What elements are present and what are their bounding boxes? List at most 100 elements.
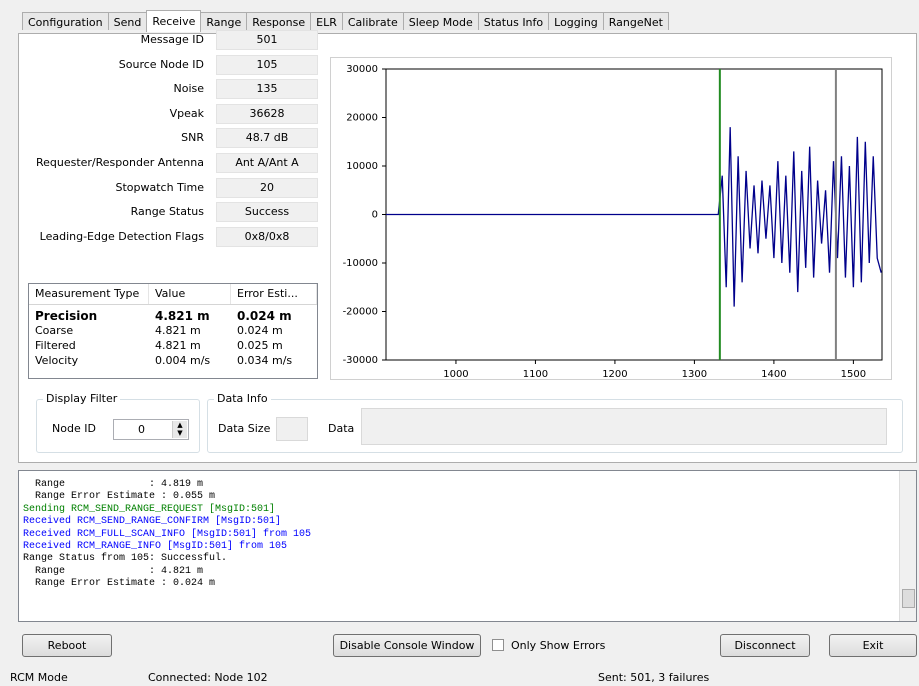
tab[interactable]: Status Info	[477, 12, 550, 30]
field-value: 135	[216, 79, 318, 100]
tab[interactable]: Sleep Mode	[402, 12, 479, 30]
console-line: Range Error Estimate : 0.055 m	[23, 491, 216, 503]
tab[interactable]: RangeNet	[602, 12, 669, 30]
console-line: Received RCM_SEND_RANGE_CONFIRM [MsgID:5…	[23, 516, 282, 528]
table-cell: Precision	[35, 309, 98, 323]
chart-frame: -30000 -20000 -10000 0 10000 20000 30000 1000 11…	[330, 57, 892, 380]
table-cell: Velocity	[35, 354, 79, 367]
field-label: Noise	[173, 82, 204, 96]
reboot-button[interactable]: Reboot	[22, 634, 112, 657]
table-row: Velocity 0.004 m/s 0.034 m/s	[29, 354, 317, 369]
y-tick-label: -20000	[343, 307, 378, 318]
table-cell: 4.821 m	[155, 309, 210, 323]
node-id-spinner[interactable]: 0 ▲ ▼	[113, 419, 189, 440]
x-tick-label: 1300	[682, 369, 707, 379]
exit-button[interactable]: Exit	[829, 634, 917, 657]
table-row: Precision 4.821 m 0.024 m	[29, 309, 317, 324]
table-cell: 0.024 m	[237, 309, 292, 323]
column-header: Measurement Type	[29, 284, 149, 304]
status-connected: Connected: Node 102	[148, 671, 268, 684]
field-label: Requester/Responder Antenna	[35, 156, 204, 169]
table-cell: 0.024 m	[237, 324, 283, 337]
data-box	[361, 408, 887, 445]
x-tick-label: 1500	[841, 369, 866, 379]
disconnect-button[interactable]: Disconnect	[720, 634, 810, 657]
tab[interactable]: Logging	[548, 12, 604, 30]
tab[interactable]: Configuration	[22, 12, 109, 30]
status-sent: Sent: 501, 3 failures	[598, 671, 710, 684]
spin-buttons[interactable]: ▲ ▼	[172, 421, 187, 438]
console-button[interactable]: Disable Console Window	[333, 634, 481, 657]
console-line: Range Error Estimate : 0.024 m	[23, 578, 216, 590]
chart: -30000 -20000 -10000 0 10000 20000 30000 1000 11…	[343, 64, 883, 380]
status-mode: RCM Mode	[10, 671, 68, 684]
field-label: Stopwatch Time	[115, 180, 205, 194]
tab[interactable]: Send	[107, 12, 148, 30]
data-size-label: Data Size	[218, 422, 271, 435]
display-filter-group: Display Filter Node ID 0 ▲ ▼	[36, 392, 200, 453]
y-tick-label: -30000	[343, 355, 378, 366]
field-value: 105	[216, 54, 318, 75]
y-tick-label: 10000	[346, 161, 378, 172]
field-label: Leading-Edge Detection Flags	[39, 229, 204, 243]
field-value: 48.7 dB	[216, 128, 318, 149]
tab[interactable]: Receive	[146, 10, 202, 32]
table-cell: Filtered	[35, 339, 76, 352]
console-line: Received RCM_RANGE_INFO [MsgID:501] from…	[23, 540, 288, 552]
field-label: Range Status	[130, 205, 204, 219]
console-line: Sending RCM_SEND_RANGE_REQUEST [MsgID:50…	[23, 503, 276, 515]
tab[interactable]: Range	[200, 12, 248, 30]
x-tick-label: 1100	[523, 369, 548, 379]
tab[interactable]: ELR	[310, 12, 343, 30]
errors-label: Only Show Errors	[511, 639, 606, 652]
table-cell: 0.034 m/s	[237, 354, 293, 367]
field-label: Source Node ID	[118, 57, 204, 71]
field-label: Message ID	[140, 33, 204, 46]
column-header: Value	[149, 284, 231, 304]
tab-bar: Configuration Send Receive Range Response ELR…	[22, 10, 669, 33]
field-value: 20	[216, 177, 318, 198]
table-cell: 4.821 m	[155, 339, 201, 352]
table-cell: Coarse	[35, 324, 74, 337]
waveform	[386, 127, 882, 307]
table-row: Filtered 4.821 m 0.025 m	[29, 339, 317, 354]
field-value: 501	[216, 30, 318, 50]
table-header: Measurement Type Value Error Esti...	[29, 284, 317, 305]
table-cell: 4.821 m	[155, 324, 201, 337]
scrollbar[interactable]	[899, 471, 916, 621]
data-label: Data	[328, 422, 355, 435]
data-size-box	[276, 417, 308, 441]
y-tick-label: 0	[372, 210, 378, 221]
console: Range : 4.819 m Range Error Estimate : 0…	[18, 470, 917, 622]
table-row: Coarse 4.821 m 0.024 m	[29, 324, 317, 339]
scroll-thumb[interactable]	[902, 589, 915, 608]
table-cell: 0.025 m	[237, 339, 283, 352]
console-line: Range Status from 105: Successful.	[23, 553, 228, 565]
group-title: Data Info	[214, 392, 271, 405]
group-title: Display Filter	[43, 392, 121, 405]
x-tick-label: 1000	[443, 369, 468, 379]
x-tick-label: 1400	[761, 369, 786, 379]
field-value: 36628	[216, 103, 318, 124]
node-id-value: 0	[138, 423, 145, 436]
x-tick-label: 1200	[602, 369, 627, 379]
data-info-group: Data Info Data Size Data	[207, 392, 903, 453]
field-value: 0x8/0x8	[216, 226, 318, 247]
y-tick-label: 20000	[346, 113, 378, 124]
field-label: Vpeak	[169, 106, 204, 120]
field-label: SNR	[181, 131, 204, 145]
y-tick-label: -10000	[343, 258, 378, 269]
tab[interactable]: Response	[246, 12, 312, 30]
column-header: Error Esti...	[231, 284, 317, 304]
field-value: Ant A/Ant A	[216, 153, 318, 173]
table-cell: 0.004 m/s	[155, 354, 211, 367]
console-line: Range : 4.819 m	[23, 479, 204, 490]
measurement-table: Measurement Type Value Error Esti... Precis…	[28, 283, 318, 379]
field-value: Success	[216, 202, 318, 223]
y-tick-label: 30000	[346, 64, 378, 75]
console-line: Received RCM_FULL_SCAN_INFO [MsgID:501] …	[23, 528, 312, 540]
console-line: Range : 4.821 m	[23, 565, 204, 577]
tab[interactable]: Calibrate	[341, 12, 404, 30]
errors-checkbox[interactable]	[492, 639, 504, 651]
